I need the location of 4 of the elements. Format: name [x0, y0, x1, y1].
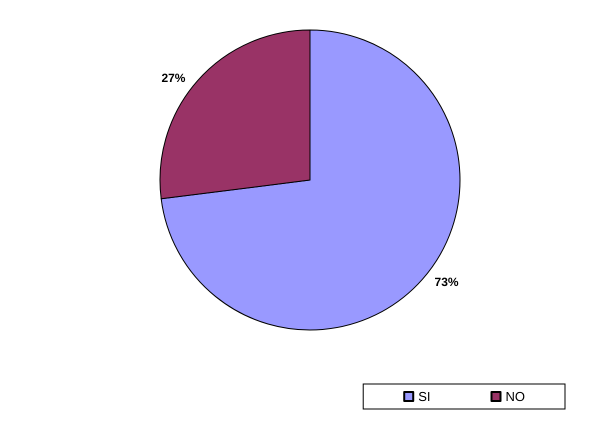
data-label: 27%: [161, 71, 186, 86]
data-label: 73%: [434, 274, 459, 289]
legend-label: NO: [506, 389, 525, 404]
legend-label: SI: [418, 389, 431, 404]
